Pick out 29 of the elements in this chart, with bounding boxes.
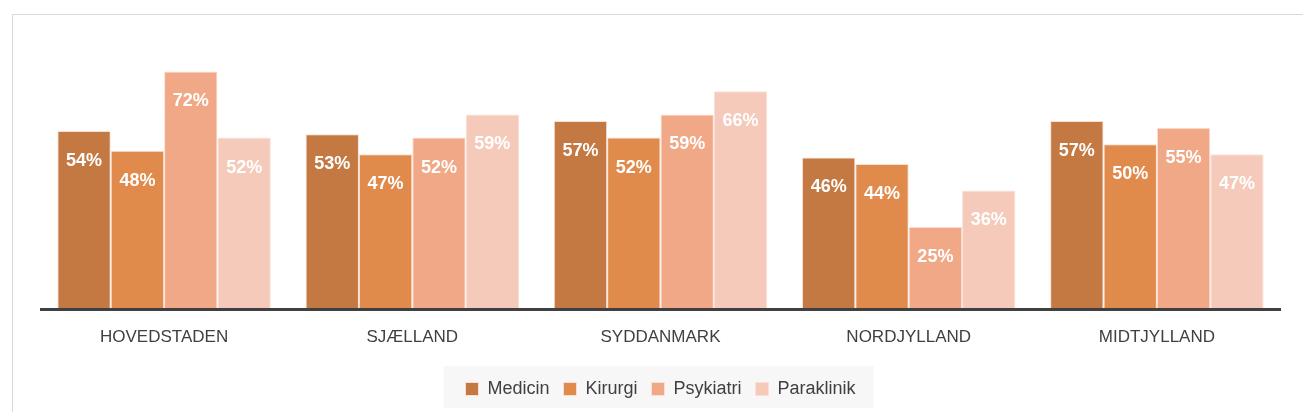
legend-label: Kirurgi [585, 377, 638, 398]
x-tick-label: HOVEDSTADEN [100, 327, 229, 347]
data-label: 47% [367, 173, 404, 194]
data-label: 52% [226, 156, 263, 177]
x-tick-label: SJÆLLAND [366, 327, 459, 347]
data-label: 57% [562, 140, 599, 161]
data-label: 44% [864, 183, 901, 204]
data-label: 55% [1165, 146, 1202, 167]
legend-label: Psykiatri [673, 377, 742, 398]
data-label: 52% [615, 156, 652, 177]
data-label: 52% [420, 156, 457, 177]
data-label: 54% [66, 149, 103, 170]
data-label: 36% [970, 209, 1007, 230]
data-label: 48% [119, 169, 156, 190]
x-tick-label: MIDTJYLLAND [1098, 327, 1215, 347]
data-label: 53% [314, 153, 351, 174]
x-tick-label: SYDDANMARK [600, 327, 722, 347]
data-label: 46% [810, 176, 847, 197]
data-label: 47% [1218, 173, 1255, 194]
data-label: 50% [1112, 163, 1149, 184]
legend-label: Medicin [487, 377, 550, 398]
legend-label: Paraklinik [777, 377, 857, 398]
data-label: 66% [722, 110, 759, 131]
data-label: 59% [669, 133, 706, 154]
data-label: 59% [474, 133, 511, 154]
data-label: 72% [172, 90, 209, 111]
x-tick-label: NORDJYLLAND [846, 327, 972, 347]
data-label: 25% [917, 245, 954, 266]
data-label: 57% [1058, 140, 1095, 161]
